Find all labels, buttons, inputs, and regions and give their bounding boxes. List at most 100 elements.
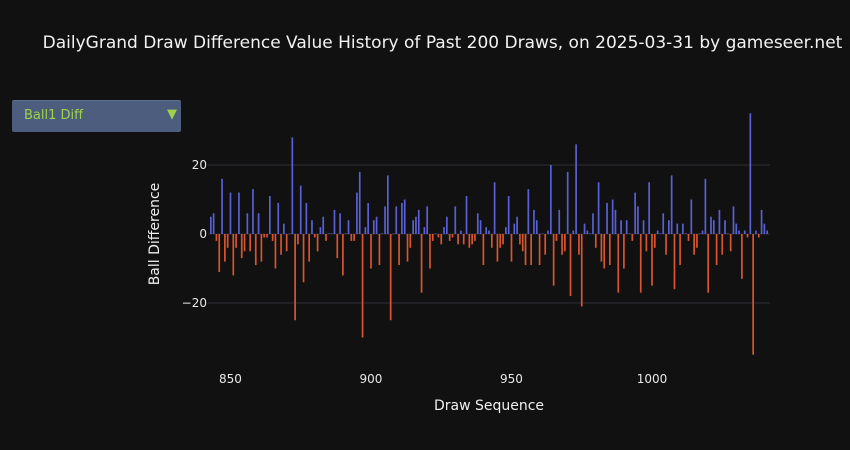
bar[interactable]: [415, 216, 417, 234]
bar[interactable]: [336, 234, 339, 259]
bar[interactable]: [547, 230, 549, 234]
bar[interactable]: [668, 220, 670, 234]
bar[interactable]: [476, 213, 479, 234]
bar[interactable]: [493, 182, 496, 234]
bar[interactable]: [564, 234, 566, 252]
bar[interactable]: [533, 209, 535, 234]
bar[interactable]: [521, 234, 524, 252]
bar[interactable]: [423, 227, 426, 234]
bar[interactable]: [437, 234, 440, 238]
bar[interactable]: [426, 206, 429, 234]
bar[interactable]: [398, 234, 400, 266]
bar[interactable]: [344, 233, 347, 234]
bar[interactable]: [541, 233, 544, 234]
bar[interactable]: [339, 213, 341, 234]
bar[interactable]: [319, 227, 322, 234]
bar[interactable]: [448, 234, 451, 241]
bar[interactable]: [485, 227, 488, 234]
bar[interactable]: [457, 234, 459, 245]
bar[interactable]: [375, 216, 378, 234]
bar[interactable]: [757, 234, 760, 238]
bar[interactable]: [684, 233, 687, 234]
bar[interactable]: [659, 233, 662, 234]
bar[interactable]: [395, 206, 398, 234]
bar[interactable]: [474, 234, 476, 241]
bar[interactable]: [735, 223, 738, 234]
bar[interactable]: [238, 192, 240, 234]
bar[interactable]: [347, 220, 350, 234]
bar[interactable]: [446, 216, 448, 234]
bar[interactable]: [617, 234, 620, 293]
bar[interactable]: [361, 234, 364, 338]
bar[interactable]: [378, 234, 381, 266]
bar[interactable]: [653, 234, 656, 248]
bar[interactable]: [263, 234, 266, 238]
bar[interactable]: [468, 234, 471, 248]
bar[interactable]: [266, 234, 268, 238]
bar[interactable]: [555, 234, 558, 241]
bar[interactable]: [637, 206, 639, 234]
bar[interactable]: [623, 234, 625, 269]
bar[interactable]: [389, 234, 392, 321]
bar[interactable]: [580, 234, 583, 307]
bar[interactable]: [297, 234, 299, 245]
bar[interactable]: [662, 213, 665, 234]
bar[interactable]: [488, 230, 490, 234]
bar[interactable]: [718, 209, 721, 234]
bar[interactable]: [715, 234, 718, 266]
bar[interactable]: [291, 137, 294, 234]
bar[interactable]: [299, 185, 302, 234]
bar[interactable]: [721, 234, 724, 255]
bar[interactable]: [224, 234, 226, 262]
bar[interactable]: [704, 178, 707, 234]
bar[interactable]: [676, 223, 679, 234]
bar[interactable]: [356, 192, 358, 234]
bar[interactable]: [325, 234, 327, 241]
bar[interactable]: [558, 209, 561, 234]
bar[interactable]: [679, 234, 681, 266]
bar[interactable]: [327, 233, 330, 234]
bar[interactable]: [516, 216, 518, 234]
bar[interactable]: [322, 216, 325, 234]
bar[interactable]: [535, 220, 538, 234]
bar[interactable]: [544, 234, 547, 255]
bar[interactable]: [642, 220, 645, 234]
bar[interactable]: [254, 234, 257, 266]
bar[interactable]: [507, 196, 510, 234]
bar[interactable]: [353, 234, 355, 241]
bar[interactable]: [710, 216, 712, 234]
bar[interactable]: [268, 196, 271, 234]
bar[interactable]: [578, 234, 580, 255]
bar[interactable]: [592, 213, 594, 234]
bar[interactable]: [741, 234, 743, 279]
bar[interactable]: [434, 233, 437, 234]
bar[interactable]: [440, 234, 443, 245]
bar[interactable]: [608, 234, 611, 266]
bar[interactable]: [471, 234, 473, 245]
bar[interactable]: [760, 209, 763, 234]
bar[interactable]: [288, 233, 291, 234]
bar[interactable]: [586, 230, 589, 234]
bar[interactable]: [479, 220, 482, 234]
bar[interactable]: [392, 233, 395, 234]
bar[interactable]: [403, 199, 406, 235]
bar[interactable]: [482, 234, 485, 266]
bar[interactable]: [218, 234, 221, 272]
bar[interactable]: [589, 233, 592, 234]
bar[interactable]: [260, 234, 263, 262]
bar[interactable]: [212, 213, 215, 234]
bar[interactable]: [235, 234, 237, 248]
bar[interactable]: [743, 230, 746, 234]
bar[interactable]: [766, 230, 769, 234]
bar[interactable]: [575, 144, 577, 234]
bar[interactable]: [729, 234, 732, 252]
bar[interactable]: [499, 234, 502, 248]
bar[interactable]: [277, 202, 280, 234]
bar[interactable]: [648, 182, 651, 234]
bar[interactable]: [524, 234, 527, 266]
bar[interactable]: [372, 220, 375, 234]
bar[interactable]: [746, 234, 749, 238]
bar[interactable]: [639, 234, 642, 293]
bar[interactable]: [462, 234, 465, 245]
bar[interactable]: [583, 223, 586, 234]
